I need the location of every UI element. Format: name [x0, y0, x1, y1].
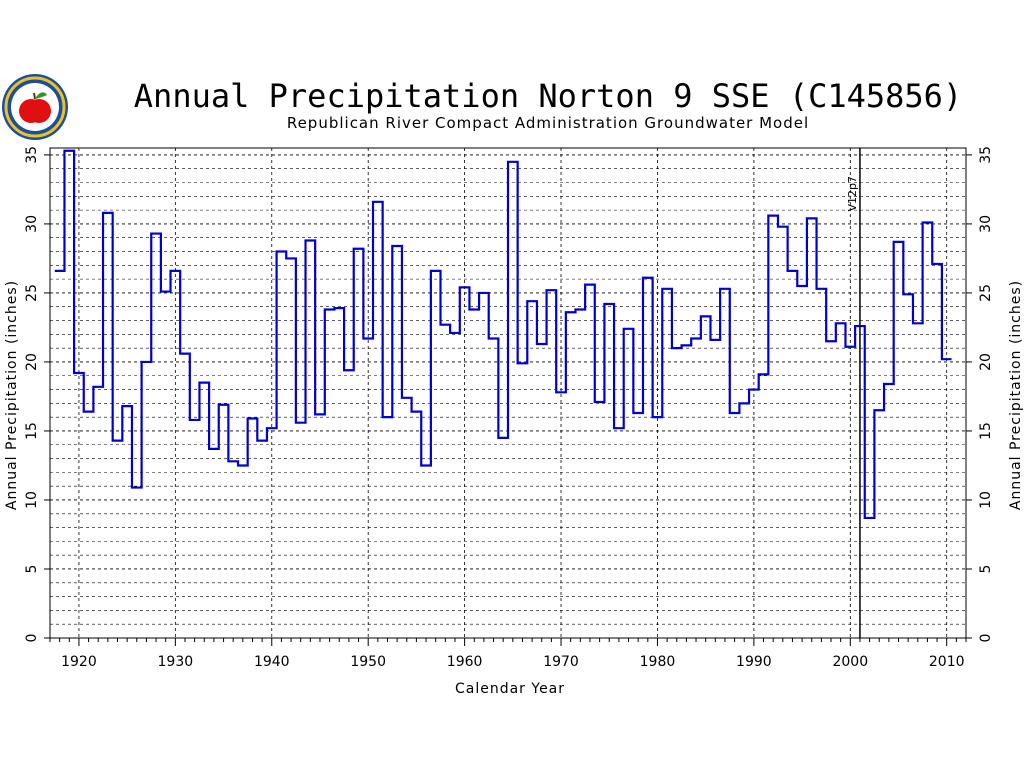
x-axis-label: Calendar Year	[455, 681, 565, 697]
annotation-label: V12p7	[846, 176, 859, 212]
y-axis-label-left: Annual Precipitation (inches)	[4, 280, 20, 510]
y-tick-label: 25	[24, 284, 40, 302]
y-tick-label: 25	[978, 284, 994, 302]
x-tick-label: 1980	[640, 654, 676, 670]
y-tick-label: 10	[24, 491, 40, 509]
x-tick-label: 2010	[929, 654, 965, 670]
y-tick-label: 15	[978, 422, 994, 440]
y-axis-label-right: Annual Precipitation (inches)	[1008, 280, 1024, 510]
x-tick-label: 2000	[832, 654, 868, 670]
chart-title: Annual Precipitation Norton 9 SSE (C1458…	[134, 77, 962, 115]
y-tick-label: 10	[978, 491, 994, 509]
y-tick-label: 30	[978, 215, 994, 233]
y-tick-label: 5	[24, 565, 40, 574]
annotation: V12p7	[846, 148, 861, 638]
x-tick-label: 1940	[254, 654, 290, 670]
y-axis-left: 0 5 10 15 20 25 30 35	[24, 146, 50, 642]
logo-seal-icon	[2, 74, 68, 140]
y-tick-label: 0	[24, 634, 40, 643]
x-tick-label: 1920	[61, 654, 97, 670]
series-layer	[54, 149, 952, 520]
y-tick-label: 35	[24, 146, 40, 164]
y-axis-right: 0 5 10 15 20 25 30 35	[966, 146, 994, 642]
x-tick-label: 1990	[736, 654, 772, 670]
y-tick-label: 5	[978, 565, 994, 574]
chart-subtitle: Republican River Compact Administration …	[287, 114, 809, 132]
y-tick-label: 0	[978, 634, 994, 643]
x-axis: 1920 1930 1940 1950 1960 1970 1980 1990 2000 2010	[49, 638, 967, 670]
y-tick-label: 20	[978, 353, 994, 371]
y-tick-label: 15	[24, 422, 40, 440]
plot-frame	[49, 147, 967, 639]
precipitation-series-line	[54, 149, 952, 520]
x-tick-label: 1960	[447, 654, 483, 670]
x-tick-label: 1950	[350, 654, 386, 670]
y-tick-label: 30	[24, 215, 40, 233]
x-tick-label: 1970	[543, 654, 579, 670]
x-tick-label: 1930	[158, 654, 194, 670]
y-tick-label: 35	[978, 146, 994, 164]
y-tick-label: 20	[24, 353, 40, 371]
